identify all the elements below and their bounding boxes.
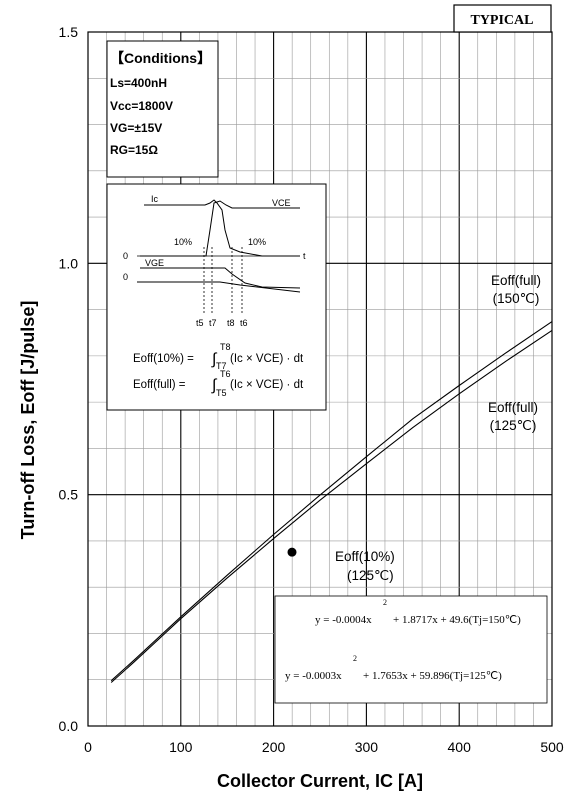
t-axis-label: t: [303, 251, 306, 261]
series-line-150c: [110, 321, 553, 682]
typical-badge: TYPICAL: [470, 13, 533, 28]
x-tick-labels: 0 100 200 300 400 500: [84, 739, 564, 755]
label-eoff-full-150-line2: (150℃): [493, 291, 540, 306]
equation-box: y = -0.0004x 2 + 1.8717x + 49.6(Tj=150℃)…: [274, 595, 548, 704]
svg-text:2: 2: [383, 598, 387, 607]
x-tick-label: 200: [262, 739, 286, 755]
label-eoff-10-line2: (125℃): [347, 568, 394, 583]
zero-label-top: 0: [123, 251, 128, 261]
svg-text:T6: T6: [220, 369, 231, 379]
equation-150: y = -0.0004x 2 + 1.8717x + 49.6(Tj=150℃): [315, 598, 521, 626]
svg-text:+ 1.7653x + 59.896(Tj=125℃): + 1.7653x + 59.896(Tj=125℃): [363, 670, 502, 682]
t6-label: t6: [240, 318, 248, 328]
equation-125: y = -0.0003x 2 + 1.7653x + 59.896(Tj=125…: [285, 654, 502, 682]
x-tick-label: 500: [540, 739, 564, 755]
t7-label: t7: [209, 318, 217, 328]
plot-frame: [87, 31, 553, 727]
svg-text:∫: ∫: [211, 351, 218, 368]
typical-badge-box: [453, 4, 552, 33]
y-tick-label: 0.0: [59, 718, 79, 734]
conditions-title: 【Conditions】: [110, 50, 211, 66]
svg-text:y = -0.0003x: y = -0.0003x: [285, 670, 342, 682]
ic-waveform: [144, 199, 300, 257]
vge-waveform: [140, 267, 301, 289]
y-tick-label: 0.5: [59, 487, 79, 503]
label-eoff-full-125-line2: (125℃): [490, 418, 537, 433]
y-tick-labels: 0.0 0.5 1.0 1.5: [59, 24, 79, 734]
vce-waveform: [140, 200, 300, 257]
condition-vg: VG=±15V: [110, 121, 162, 135]
label-eoff-full-125-line1: Eoff(full): [488, 400, 538, 415]
condition-vcc: Vcc=1800V: [110, 99, 173, 113]
x-tick-label: 100: [169, 739, 193, 755]
waveform-box: Ic VCE VGE 0 0 t 10% 10% t5 t7 t8 t6 Eof…: [106, 183, 327, 411]
svg-text:+ 1.8717x + 49.6(Tj=150℃): + 1.8717x + 49.6(Tj=150℃): [393, 614, 521, 626]
waveform-frame: [106, 183, 327, 411]
ic-label: Ic: [151, 194, 159, 204]
y-tick-label: 1.5: [59, 24, 79, 40]
svg-text:Eoff(10%) =: Eoff(10%) =: [133, 353, 194, 365]
eoff-10-point: [287, 547, 297, 557]
x-tick-label: 300: [355, 739, 379, 755]
svg-text:(Ic × VCE) · dt: (Ic × VCE) · dt: [230, 353, 304, 365]
x-tick-label: 400: [448, 739, 472, 755]
vge-label: VGE: [145, 258, 164, 268]
conditions-box: 【Conditions】 Ls=400nH Vcc=1800V VG=±15V …: [106, 40, 219, 178]
svg-text:T7: T7: [216, 361, 227, 371]
x-tick-label: 0: [84, 739, 92, 755]
condition-rg: RG=15Ω: [110, 143, 158, 157]
svg-text:2: 2: [353, 654, 357, 663]
t8-label: t8: [227, 318, 235, 328]
svg-text:T5: T5: [216, 388, 227, 398]
t5-label: t5: [196, 318, 204, 328]
condition-ls: Ls=400nH: [110, 76, 167, 90]
formula-eoff-10: Eoff(10%) = ∫ T8 T7 (Ic × VCE) · dt: [133, 342, 304, 371]
svg-text:Eoff(full) =: Eoff(full) =: [133, 379, 186, 391]
x-axis-title: Collector Current, IC [A]: [217, 771, 423, 791]
vge-neg-line: [137, 281, 301, 293]
vce-label: VCE: [272, 198, 291, 208]
y-tick-label: 1.0: [59, 255, 79, 271]
zero-label-bottom: 0: [123, 272, 128, 282]
pct-left-label: 10%: [174, 237, 192, 247]
formula-eoff-full: Eoff(full) = ∫ T6 T5 (Ic × VCE) · dt: [133, 369, 304, 398]
svg-text:(Ic × VCE) · dt: (Ic × VCE) · dt: [230, 379, 304, 391]
label-eoff-full-150-line1: Eoff(full): [491, 273, 541, 288]
y-axis-title: Turn-off Loss, Eoff [J/pulse]: [18, 301, 38, 540]
pct-right-label: 10%: [248, 237, 266, 247]
conditions-frame: [106, 40, 219, 178]
svg-text:y = -0.0004x: y = -0.0004x: [315, 614, 372, 626]
svg-text:T8: T8: [220, 342, 231, 352]
svg-text:∫: ∫: [211, 377, 218, 394]
equation-frame: [274, 595, 548, 704]
series-line-125c: [110, 329, 553, 683]
series-group: [110, 321, 553, 683]
time-markers: [203, 247, 243, 315]
label-eoff-10-line1: Eoff(10%): [335, 549, 395, 564]
